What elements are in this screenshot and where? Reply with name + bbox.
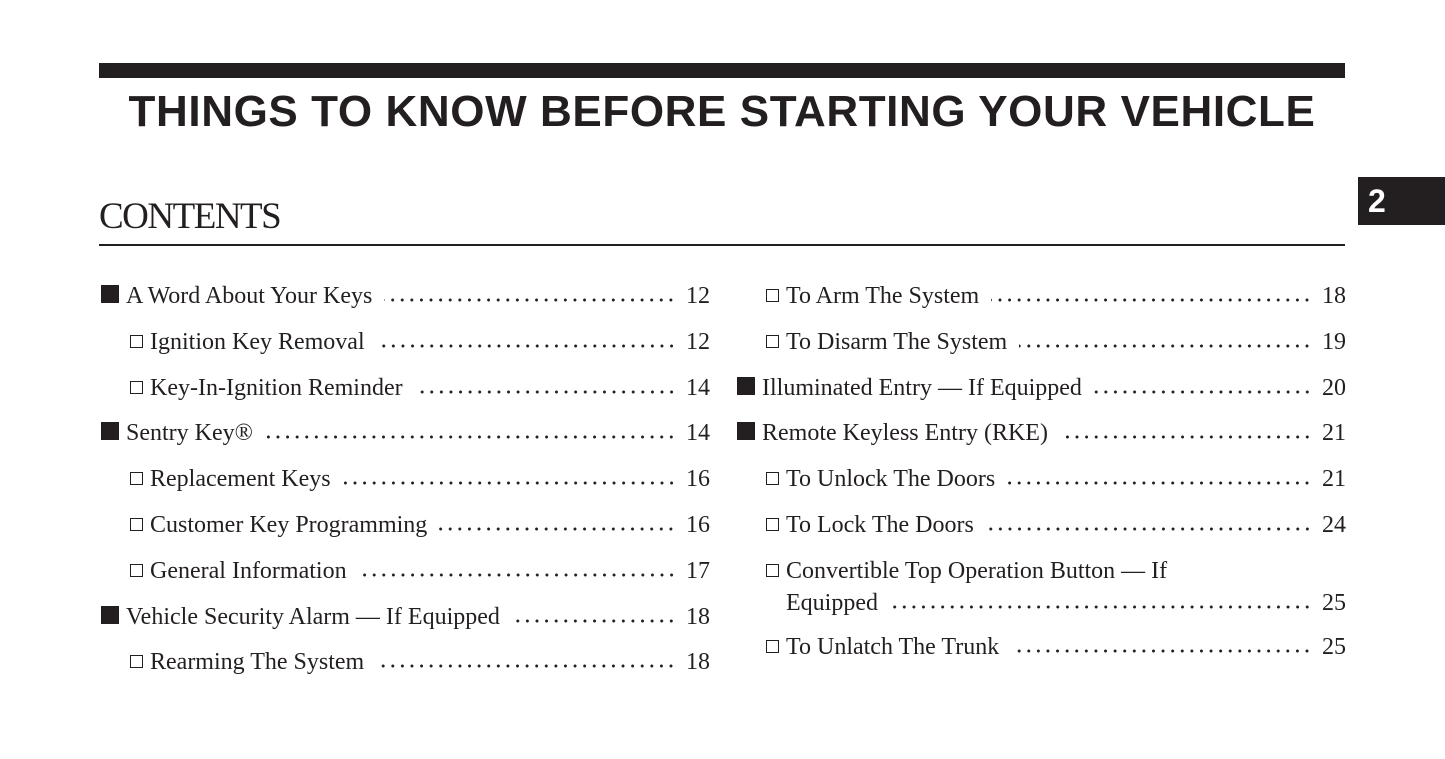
toc-page-number: 21 [1322,466,1346,493]
toc-page-number: 17 [686,557,710,584]
toc-entry-label: General Information [150,557,347,584]
toc-page-number: 18 [1322,283,1346,309]
hollow-square-bullet-icon [766,517,779,531]
dot-leader [358,567,676,578]
toc-page-number: 25 [1322,633,1346,660]
toc-entry[interactable]: Remote Keyless Entry (RKE) 21 [737,415,1346,461]
heading-rule [99,244,1345,246]
dot-leader [264,430,676,441]
hollow-square-bullet-icon [766,334,779,348]
toc-page-number: 25 [1322,589,1346,616]
toc-page-number: 24 [1322,511,1346,538]
toc-entry[interactable]: To Unlatch The Trunk 25 [737,629,1346,675]
contents-heading: CONTENTS [99,196,282,237]
toc-entry-label: A Word About Your Keys [126,283,373,309]
toc-entry-text: Convertible Top Operation Button — If Equ… [786,553,1346,617]
toc-page-number: 12 [686,328,710,355]
dot-leader [1019,338,1312,349]
filled-square-bullet-icon [101,605,119,624]
toc-page-number: 16 [686,511,710,538]
toc-left-column: A Word About Your Keys 12 Ignition Key Rem… [101,278,710,690]
toc-entry[interactable]: Convertible Top Operation Button — If Equ… [737,553,1346,629]
toc-page-number: 16 [686,466,710,493]
hollow-square-bullet-icon [130,472,143,486]
toc-entry[interactable]: To Disarm The System 19 [737,324,1346,370]
hollow-square-bullet-icon [130,517,143,531]
filled-square-bullet-icon [101,285,119,303]
toc-entry-line2: Equipped 25 [786,589,1346,617]
filled-square-bullet-icon [737,422,755,441]
toc-page-number: 20 [1322,374,1346,401]
toc-entry-label: To Unlatch The Trunk [786,633,1000,660]
toc-entry-label: Key-In-Ignition Reminder [150,374,403,401]
dot-leader [376,338,676,349]
toc-entry-label: Remote Keyless Entry (RKE) [762,420,1048,447]
toc-entry-label: Sentry Key® [126,420,253,447]
toc-entry[interactable]: Vehicle Security Alarm — If Equipped 18 [101,599,710,645]
hollow-square-bullet-icon [766,289,779,302]
toc-entry-label: Customer Key Programming [150,511,428,538]
dot-leader [376,659,676,670]
header-bar [99,63,1345,78]
hollow-square-bullet-icon [130,563,143,577]
toc-page-number: 21 [1322,420,1346,447]
dot-leader [1007,476,1312,487]
toc-page-number: 18 [686,649,710,676]
dot-leader [384,293,676,303]
dot-leader [985,521,1312,532]
hollow-square-bullet-icon [766,472,779,486]
toc-entry-label: To Arm The System [786,283,980,309]
toc-entry-label: Convertible Top Operation Button — If [786,557,1168,584]
toc-entry[interactable]: Key-In-Ignition Reminder 14 [101,370,710,416]
dot-leader [1011,643,1312,654]
toc-entry[interactable]: General Information 17 [101,553,710,599]
hollow-square-bullet-icon [766,563,779,577]
toc-right-column: To Arm The System 18 To Disarm The System 1… [737,278,1346,675]
toc-page-number: 12 [686,283,710,309]
toc-page-number: 14 [686,420,710,447]
hollow-square-bullet-icon [130,334,143,348]
dot-leader [889,599,1312,610]
toc-entry-label: Ignition Key Removal [150,328,365,355]
dot-leader [991,293,1312,303]
chapter-title: THINGS TO KNOW BEFORE STARTING YOUR VEHI… [128,87,1316,136]
dot-leader [1093,384,1312,395]
toc-entry-label: To Unlock The Doors [786,466,996,493]
toc-entry-label: To Lock The Doors [786,511,974,538]
toc-entry-label: Vehicle Security Alarm — If Equipped [126,603,500,630]
hollow-square-bullet-icon [130,380,143,394]
dot-leader [1059,430,1312,441]
toc-entry[interactable]: Customer Key Programming 16 [101,507,710,553]
dot-leader [342,476,676,487]
toc-entry[interactable]: Illuminated Entry — If Equipped 20 [737,370,1346,416]
filled-square-bullet-icon [101,422,119,441]
toc-entry-label-continued: Equipped [786,589,878,616]
toc-entry[interactable]: Replacement Keys 16 [101,461,710,507]
dot-leader [439,521,676,532]
toc-entry[interactable]: Sentry Key® 14 [101,415,710,461]
toc-entry-label: Replacement Keys [150,466,331,493]
toc-page-number: 14 [686,374,710,401]
filled-square-bullet-icon [737,376,755,395]
toc-entry[interactable]: Ignition Key Removal 12 [101,324,710,370]
toc-entry[interactable]: To Unlock The Doors 21 [737,461,1346,507]
toc-entry-label: Illuminated Entry — If Equipped [762,374,1082,401]
toc-entry-label: Rearming The System [150,649,365,676]
chapter-tab[interactable]: 2 [1358,177,1445,225]
hollow-square-bullet-icon [766,639,779,653]
toc-page-number: 18 [686,603,710,630]
hollow-square-bullet-icon [130,655,143,669]
toc-entry[interactable]: A Word About Your Keys 12 [101,278,710,324]
toc-entry[interactable]: To Lock The Doors 24 [737,507,1346,553]
toc-entry[interactable]: Rearming The System 18 [101,644,710,690]
toc-page-number: 19 [1322,328,1346,355]
toc-entry[interactable]: To Arm The System 18 [737,278,1346,324]
dot-leader [511,613,676,624]
toc-entry-label: To Disarm The System [786,328,1008,355]
dot-leader [414,384,676,395]
